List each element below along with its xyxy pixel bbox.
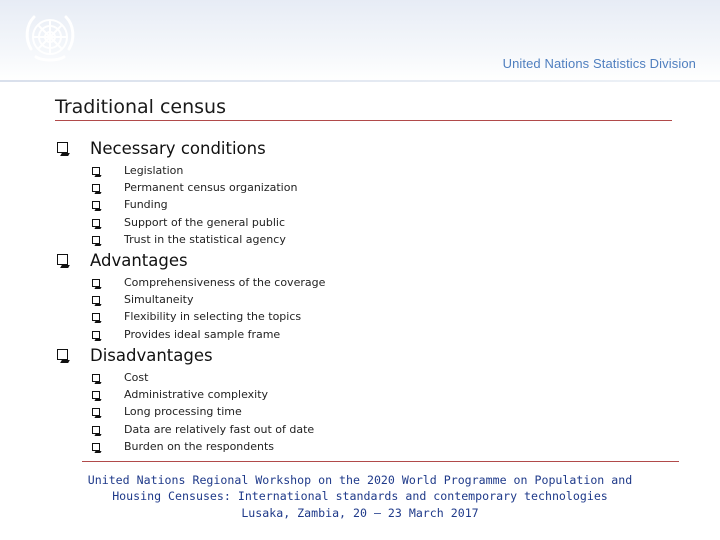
checkbox-bullet-icon bbox=[92, 391, 100, 400]
list-item-label: Trust in the statistical agency bbox=[124, 232, 286, 246]
checkbox-bullet-icon bbox=[92, 330, 100, 339]
section-heading: Advantages bbox=[90, 251, 188, 270]
checkbox-bullet-icon bbox=[92, 296, 100, 305]
checkbox-bullet-icon bbox=[92, 313, 100, 322]
checkbox-bullet-icon bbox=[92, 408, 100, 417]
checkbox-bullet-icon bbox=[57, 349, 68, 360]
list-item-label: Flexibility in selecting the topics bbox=[124, 310, 302, 324]
checkbox-bullet-icon bbox=[92, 442, 100, 451]
list-item-label: Simultaneity bbox=[124, 293, 194, 307]
header-banner: United Nations Statistics Division bbox=[0, 0, 720, 82]
checkbox-bullet-icon bbox=[92, 279, 100, 287]
title-underline bbox=[55, 120, 672, 121]
checkbox-bullet-icon bbox=[57, 142, 68, 153]
footer-line-2: Housing Censuses: International standard… bbox=[112, 488, 608, 503]
list-item-label: Comprehensiveness of the coverage bbox=[124, 276, 326, 289]
list-item-label: Long processing time bbox=[124, 405, 242, 419]
footer: United Nations Regional Workshop on the … bbox=[60, 473, 660, 522]
list-item-label: Administrative complexity bbox=[124, 388, 269, 402]
list-item-label: Funding bbox=[124, 198, 168, 212]
list-item-label: Provides ideal sample frame bbox=[124, 327, 281, 341]
list-item-label: Legislation bbox=[124, 164, 184, 177]
un-emblem-icon bbox=[25, 15, 75, 62]
checkbox-bullet-icon bbox=[92, 201, 100, 210]
section-heading: Necessary conditions bbox=[90, 139, 266, 158]
list-item-label: Burden on the respondents bbox=[124, 439, 275, 453]
footer-line-3: Lusaka, Zambia, 20 – 23 March 2017 bbox=[241, 506, 479, 520]
footer-divider bbox=[82, 461, 679, 462]
list-item-label: Data are relatively fast out of date bbox=[124, 422, 315, 436]
checkbox-bullet-icon bbox=[92, 167, 100, 175]
list-item-label: Cost bbox=[124, 371, 149, 384]
checkbox-bullet-icon bbox=[57, 254, 68, 265]
checkbox-bullet-icon bbox=[92, 235, 100, 244]
list-item-label: Support of the general public bbox=[124, 215, 286, 229]
checkbox-bullet-icon bbox=[92, 425, 100, 434]
slide-title: Traditional census bbox=[55, 96, 226, 118]
organization-name: United Nations Statistics Division bbox=[502, 56, 696, 71]
checkbox-bullet-icon bbox=[92, 374, 100, 382]
header-divider bbox=[0, 80, 720, 82]
checkbox-bullet-icon bbox=[92, 184, 100, 193]
checkbox-bullet-icon bbox=[92, 218, 100, 227]
footer-line-1: United Nations Regional Workshop on the … bbox=[87, 473, 633, 487]
section-heading: Disadvantages bbox=[90, 346, 213, 365]
list-item-label: Permanent census organization bbox=[124, 181, 298, 195]
